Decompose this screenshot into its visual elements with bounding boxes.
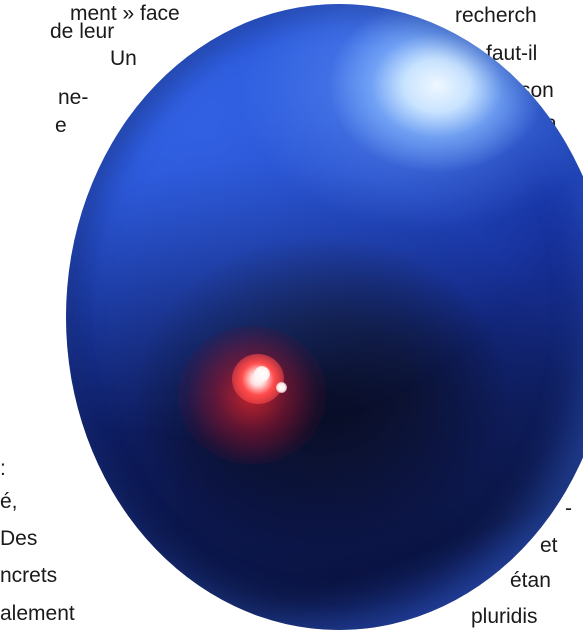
sphere-image xyxy=(66,4,583,630)
text-right-line-6: et xyxy=(540,534,558,557)
text-left-line-9: ncrets xyxy=(0,564,58,587)
text-left-line-6: : xyxy=(0,457,6,480)
text-left-line-8: Des xyxy=(0,527,38,550)
text-right-line-8: pluridis xyxy=(471,605,538,628)
text-left-line-5: e xyxy=(55,114,67,137)
red-glow xyxy=(178,326,326,464)
bright-point-source xyxy=(254,366,270,382)
text-right-line-2: faut-il xyxy=(486,42,538,65)
text-left-line-1: ment » face xyxy=(70,2,180,25)
text-right-line-5: - xyxy=(565,497,572,520)
text-left-line-4: ne- xyxy=(58,86,89,109)
text-right-line-1: recherch xyxy=(455,4,537,27)
text-left-line-3: Un xyxy=(110,47,137,70)
text-left-line-2: de leur xyxy=(50,20,115,43)
secondary-point-source xyxy=(276,382,287,393)
text-left-line-10: alement xyxy=(0,602,75,625)
text-right-line-7: étan xyxy=(510,569,551,592)
text-left-line-7: é, xyxy=(0,490,18,513)
red-core xyxy=(232,354,284,404)
